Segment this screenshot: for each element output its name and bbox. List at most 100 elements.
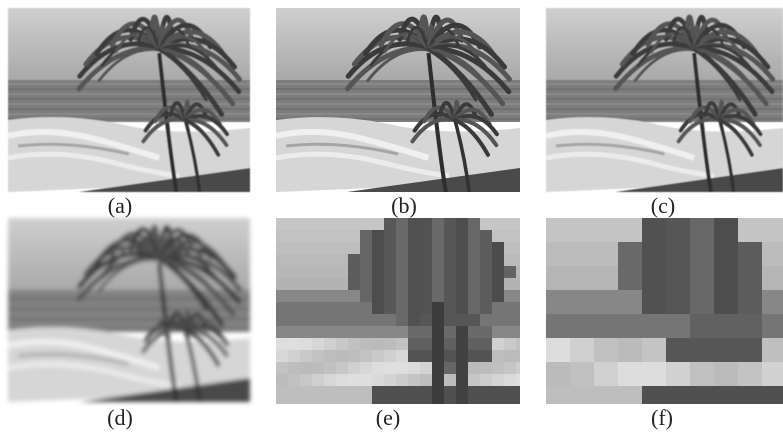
pixel-block	[444, 266, 456, 278]
pixel-block	[456, 314, 468, 326]
pixel-block	[594, 290, 618, 314]
pixel-block	[690, 386, 714, 404]
pixel-block	[300, 374, 312, 386]
pixel-block	[480, 398, 492, 404]
pixel-block	[372, 242, 384, 254]
pixel-block	[432, 266, 444, 278]
pixel-block	[504, 374, 516, 386]
pixel-block	[504, 362, 516, 374]
pixel-block	[480, 290, 492, 302]
pixel-block	[348, 290, 360, 302]
image-panel	[546, 218, 783, 404]
pixel-block	[300, 350, 312, 362]
pixel-block	[348, 314, 360, 326]
pixel-block	[456, 230, 468, 242]
pixel-block	[468, 314, 480, 326]
pixel-block	[456, 326, 468, 338]
pixel-block	[324, 266, 336, 278]
pixel-block	[360, 362, 372, 374]
pixel-block	[432, 242, 444, 254]
pixel-block	[420, 302, 432, 314]
pixel-block	[432, 290, 444, 302]
photo	[8, 8, 250, 192]
pixel-block	[594, 362, 618, 386]
pixel-block	[468, 374, 480, 386]
pixel-block	[738, 314, 762, 338]
pixel-block	[396, 362, 408, 374]
panel-label: (d)	[107, 405, 133, 430]
pixel-block	[336, 290, 348, 302]
pixel-block	[504, 338, 516, 350]
pixel-block	[468, 362, 480, 374]
pixel-block	[492, 350, 504, 362]
pixel-block	[480, 254, 492, 266]
pixel-block	[594, 218, 618, 242]
pixel-block	[714, 338, 738, 362]
pixel-block	[492, 338, 504, 350]
pixel-block	[312, 278, 324, 290]
pixel-block	[336, 242, 348, 254]
pixel-block	[420, 290, 432, 302]
pixel-block	[762, 242, 783, 266]
pixel-block	[324, 290, 336, 302]
pixel-block	[300, 314, 312, 326]
pixel-block	[336, 230, 348, 242]
pixel-block	[666, 386, 690, 404]
pixel-block	[288, 218, 300, 230]
pixel-block	[360, 374, 372, 386]
pixel-block	[420, 242, 432, 254]
pixel-block	[468, 338, 480, 350]
pixel-block	[312, 230, 324, 242]
pixel-block	[492, 326, 504, 338]
pixel-block	[444, 398, 456, 404]
pixel-block	[288, 338, 300, 350]
pixel-block	[384, 314, 396, 326]
pixel-block	[456, 290, 468, 302]
pixel-block	[300, 398, 312, 404]
pixel-block	[690, 218, 714, 242]
pixel-block	[348, 362, 360, 374]
pixel-block	[618, 338, 642, 362]
pixel-block	[312, 314, 324, 326]
pixel-block	[420, 374, 432, 386]
pixel-block	[504, 326, 516, 338]
pixel-block	[642, 386, 666, 404]
pixel-block	[372, 350, 384, 362]
pixel-block	[504, 230, 516, 242]
pixel-block	[288, 254, 300, 266]
pixel-block	[666, 218, 690, 242]
pixel-block	[480, 242, 492, 254]
pixel-block	[492, 362, 504, 374]
pixel-block	[408, 398, 420, 404]
pixel-block	[324, 218, 336, 230]
pixel-block	[300, 290, 312, 302]
pixel-block	[642, 242, 666, 266]
pixel-block	[666, 362, 690, 386]
pixel-block	[444, 386, 456, 398]
pixel-block	[492, 374, 504, 386]
pixel-block	[420, 314, 432, 326]
pixel-block	[408, 230, 420, 242]
pixel-block	[372, 398, 384, 404]
pixel-block	[420, 230, 432, 242]
pixel-block	[666, 290, 690, 314]
pixel-block	[420, 326, 432, 338]
pixel-block	[372, 314, 384, 326]
pixel-block	[288, 314, 300, 326]
pixel-block	[480, 374, 492, 386]
panel-label: (e)	[376, 405, 400, 430]
pixel-block	[456, 302, 468, 314]
pixel-block	[312, 374, 324, 386]
pixel-block	[360, 278, 372, 290]
pixel-block	[690, 314, 714, 338]
pixel-block	[468, 386, 480, 398]
pixel-block	[618, 266, 642, 290]
pixel-block	[372, 362, 384, 374]
pixel-block	[288, 302, 300, 314]
pixel-block	[276, 362, 288, 374]
pixel-block	[492, 254, 504, 266]
pixel-block	[408, 314, 420, 326]
pixel-block	[312, 362, 324, 374]
pixel-block	[504, 314, 516, 326]
pixel-block	[492, 218, 504, 230]
